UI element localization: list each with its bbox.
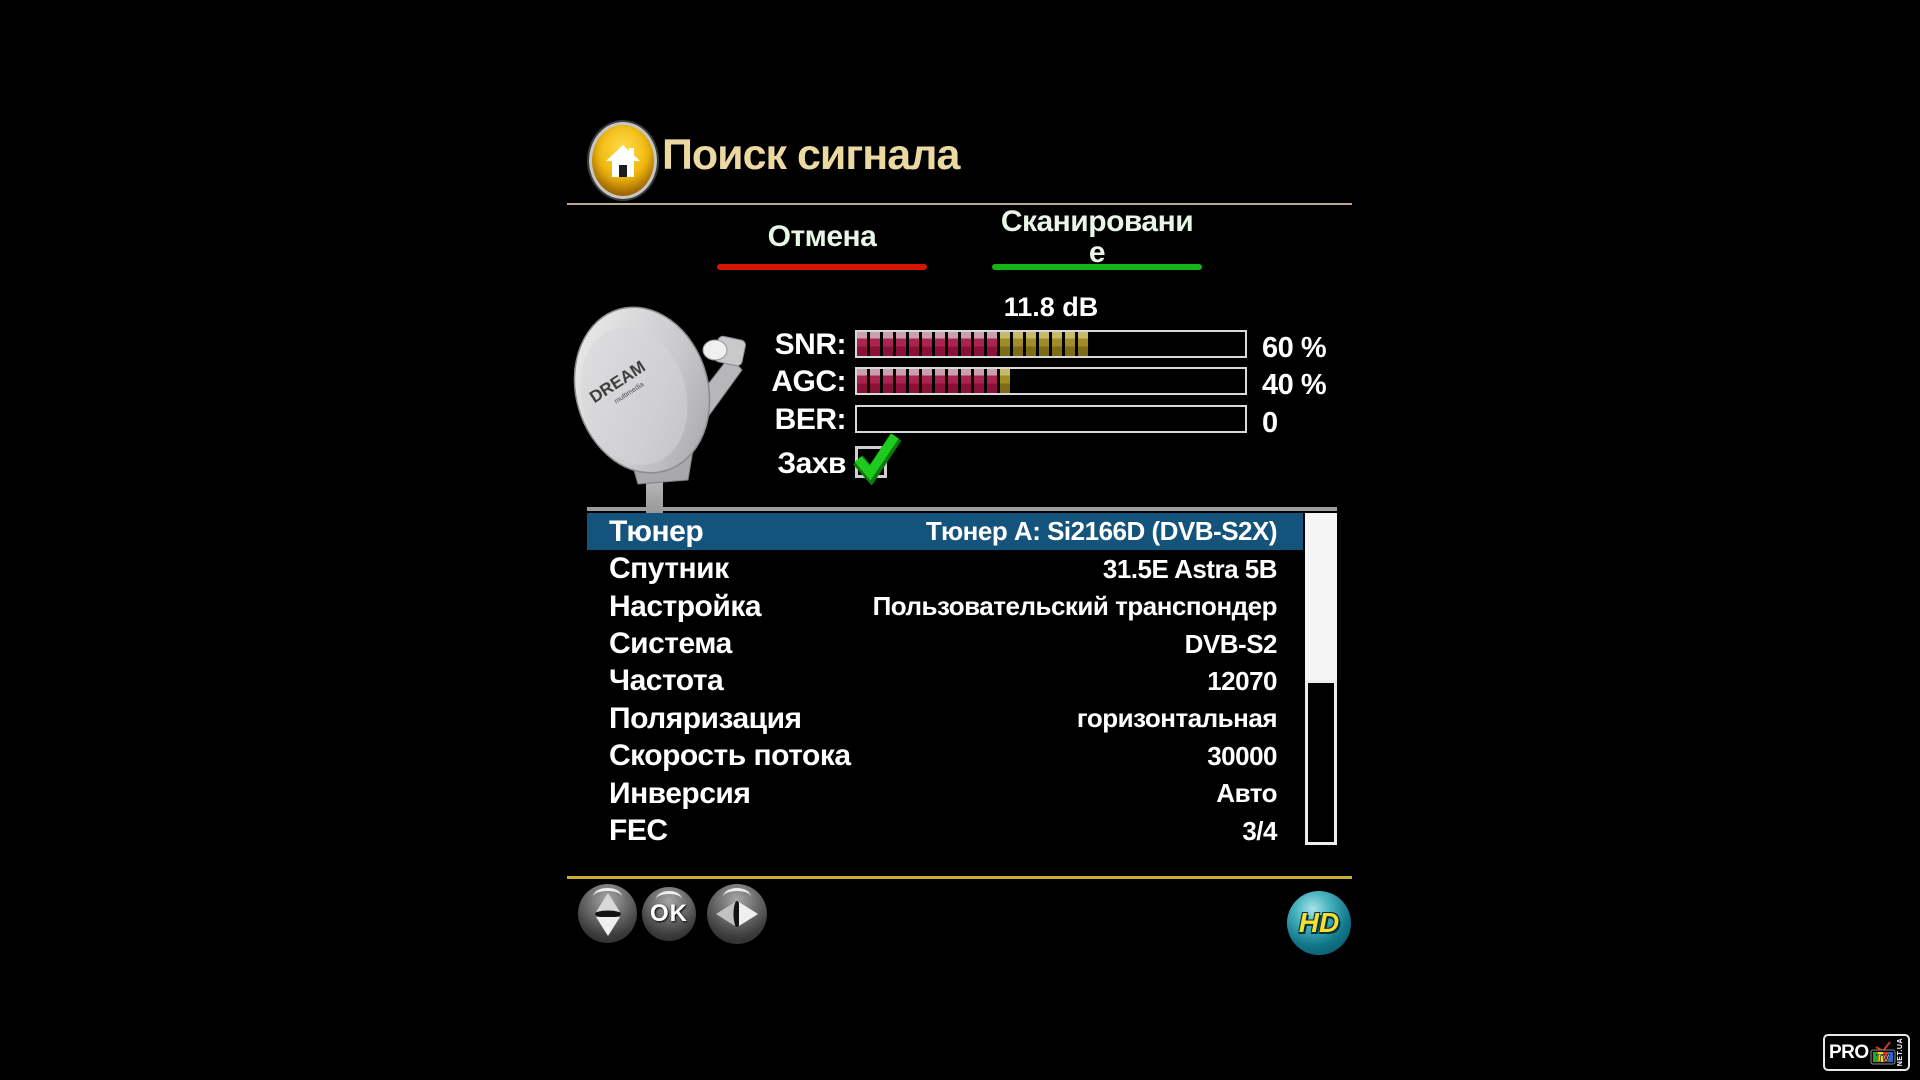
satellite-dish-image: DREAM multimedia bbox=[573, 306, 746, 551]
footer-divider bbox=[567, 876, 1352, 879]
table-row-fec[interactable]: FEC 3/4 bbox=[587, 813, 1303, 850]
watermark-pro-label: PRO bbox=[1829, 1041, 1869, 1063]
lock-checkmark-icon bbox=[853, 433, 902, 485]
table-row-satellite[interactable]: Спутник 31.5E Astra 5B bbox=[587, 550, 1303, 587]
lock-label: Захв bbox=[777, 447, 846, 480]
row-value: горизонтальная bbox=[1076, 703, 1278, 734]
row-value: Пользовательский транспондер bbox=[872, 591, 1278, 622]
table-row-inversion[interactable]: Инверсия Авто bbox=[587, 775, 1303, 812]
row-label: Скорость потока bbox=[609, 739, 851, 773]
ok-button[interactable]: OK bbox=[642, 887, 696, 941]
snr-fill-high bbox=[1000, 332, 1091, 356]
row-value: DVB-S2 bbox=[1184, 628, 1278, 659]
table-row-system[interactable]: Система DVB-S2 bbox=[587, 625, 1303, 662]
watermark-net-label: NET.UA bbox=[1896, 1038, 1904, 1067]
header-divider bbox=[567, 203, 1352, 205]
home-icon bbox=[589, 122, 657, 199]
row-label: FEC bbox=[609, 814, 668, 848]
table-row-preset[interactable]: Настройка Пользовательский транспондер bbox=[587, 588, 1303, 625]
row-value: 12070 bbox=[1207, 665, 1277, 696]
scan-underline bbox=[992, 264, 1202, 270]
meter-value: 0 bbox=[1262, 407, 1278, 439]
updown-button[interactable] bbox=[578, 884, 637, 943]
table-rows: Тюнер Тюнер A: Si2166D (DVB-S2X) Спутник… bbox=[587, 513, 1303, 850]
row-value: 3/4 bbox=[1242, 815, 1277, 846]
row-value: 30000 bbox=[1207, 740, 1277, 771]
scan-label[interactable]: Сканирование bbox=[1000, 205, 1194, 269]
db-value: 11.8 dB bbox=[1003, 292, 1099, 322]
table-top-border bbox=[587, 507, 1337, 511]
meter-label: AGC: bbox=[771, 365, 846, 398]
meter-label: SNR: bbox=[774, 328, 847, 361]
meter-label: BER: bbox=[774, 403, 847, 436]
agc-fill-low bbox=[857, 369, 1000, 393]
house-glyph bbox=[606, 144, 640, 177]
row-label: Настройка bbox=[609, 589, 762, 623]
row-label: Инверсия bbox=[609, 776, 751, 810]
row-label: Тюнер bbox=[609, 514, 704, 548]
ber-bar bbox=[855, 405, 1247, 433]
watermark-tv-icon: TV bbox=[1870, 1040, 1896, 1064]
hd-label: HD bbox=[1298, 907, 1340, 938]
protv-watermark: PRO TV NET.UA bbox=[1823, 1034, 1910, 1071]
table-row-tuner[interactable]: Тюнер Тюнер A: Si2166D (DVB-S2X) bbox=[587, 513, 1303, 551]
watermark-tv-label: TV bbox=[1876, 1053, 1889, 1064]
meter-value: 60 % bbox=[1262, 332, 1327, 364]
page-title: Поиск сигнала bbox=[662, 131, 960, 179]
meter-value: 40 % bbox=[1262, 369, 1327, 401]
scrollbar-thumb[interactable] bbox=[1305, 513, 1337, 680]
agc-fill-high bbox=[1000, 369, 1013, 393]
row-label: Спутник bbox=[609, 552, 729, 586]
snr-bar bbox=[855, 330, 1247, 358]
row-value: 31.5E Astra 5B bbox=[1102, 553, 1278, 584]
row-label: Поляризация bbox=[609, 701, 802, 735]
table-row-frequency[interactable]: Частота 12070 bbox=[587, 663, 1303, 700]
tuning-table: Тюнер Тюнер A: Si2166D (DVB-S2X) Спутник… bbox=[587, 507, 1337, 852]
ok-label: OK bbox=[650, 900, 688, 927]
scrollbar-track[interactable] bbox=[1305, 680, 1337, 845]
up-down-icon bbox=[594, 892, 621, 936]
cancel-underline bbox=[717, 264, 927, 270]
row-value: Тюнер A: Si2166D (DVB-S2X) bbox=[925, 516, 1278, 547]
row-value: Авто bbox=[1216, 778, 1277, 809]
table-row-symbolrate[interactable]: Скорость потока 30000 bbox=[587, 738, 1303, 775]
snr-fill-low bbox=[857, 332, 1000, 356]
left-right-icon bbox=[716, 901, 758, 927]
hd-logo: HD bbox=[1287, 891, 1351, 955]
row-label: Система bbox=[609, 627, 732, 661]
table-row-polarization[interactable]: Поляризация горизонтальная bbox=[587, 700, 1303, 737]
leftright-button[interactable] bbox=[707, 884, 767, 944]
cancel-label[interactable]: Отмена bbox=[767, 220, 877, 253]
agc-bar bbox=[855, 367, 1247, 395]
row-label: Частота bbox=[609, 664, 724, 698]
